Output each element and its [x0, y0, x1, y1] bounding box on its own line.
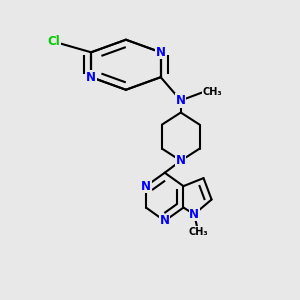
Text: N: N: [176, 154, 186, 167]
Text: N: N: [141, 180, 151, 193]
Text: N: N: [160, 214, 170, 227]
Text: CH₃: CH₃: [188, 226, 208, 237]
Text: CH₃: CH₃: [202, 87, 222, 98]
Text: N: N: [86, 71, 96, 84]
Text: Cl: Cl: [47, 35, 60, 48]
Text: N: N: [176, 94, 186, 107]
Text: N: N: [189, 208, 199, 221]
Text: N: N: [156, 46, 166, 59]
